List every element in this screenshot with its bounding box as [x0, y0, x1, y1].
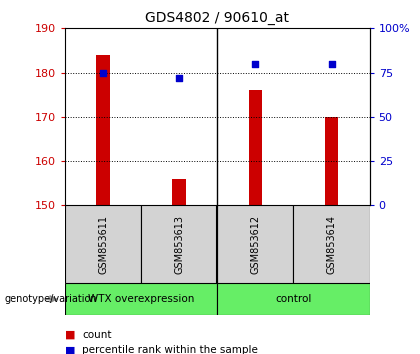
Text: ■: ■	[65, 346, 76, 354]
Text: GSM853611: GSM853611	[98, 215, 108, 274]
Bar	[325, 117, 339, 205]
Text: percentile rank within the sample: percentile rank within the sample	[82, 346, 258, 354]
Text: GSM853612: GSM853612	[250, 215, 260, 274]
Text: GSM853613: GSM853613	[174, 215, 184, 274]
Bar	[249, 90, 262, 205]
Bar	[65, 283, 218, 315]
Bar	[96, 55, 110, 205]
Text: genotype/variation: genotype/variation	[4, 294, 97, 304]
Point	[100, 70, 107, 75]
Bar	[65, 205, 141, 283]
Bar	[141, 205, 218, 283]
Point	[252, 61, 259, 67]
Bar	[218, 283, 370, 315]
Point	[328, 61, 335, 67]
Point	[176, 75, 183, 81]
Text: GSM853614: GSM853614	[326, 215, 336, 274]
Bar	[173, 179, 186, 205]
Title: GDS4802 / 90610_at: GDS4802 / 90610_at	[145, 11, 289, 24]
Text: WTX overexpression: WTX overexpression	[88, 294, 194, 304]
Text: count: count	[82, 330, 111, 339]
Bar	[218, 205, 294, 283]
Text: ■: ■	[65, 330, 76, 339]
Text: control: control	[275, 294, 312, 304]
Bar	[294, 205, 370, 283]
